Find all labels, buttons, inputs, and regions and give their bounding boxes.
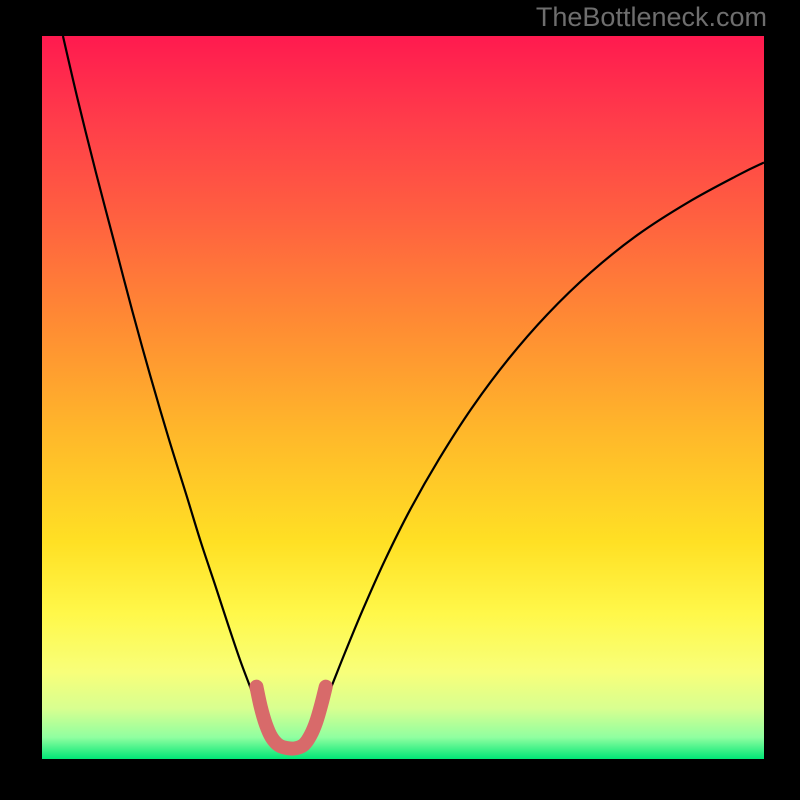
plot-area (42, 36, 764, 759)
chart-frame: TheBottleneck.com (0, 0, 800, 800)
bottleneck-curve-chart (42, 36, 764, 759)
plot-background (42, 36, 764, 759)
watermark-text: TheBottleneck.com (536, 2, 767, 33)
